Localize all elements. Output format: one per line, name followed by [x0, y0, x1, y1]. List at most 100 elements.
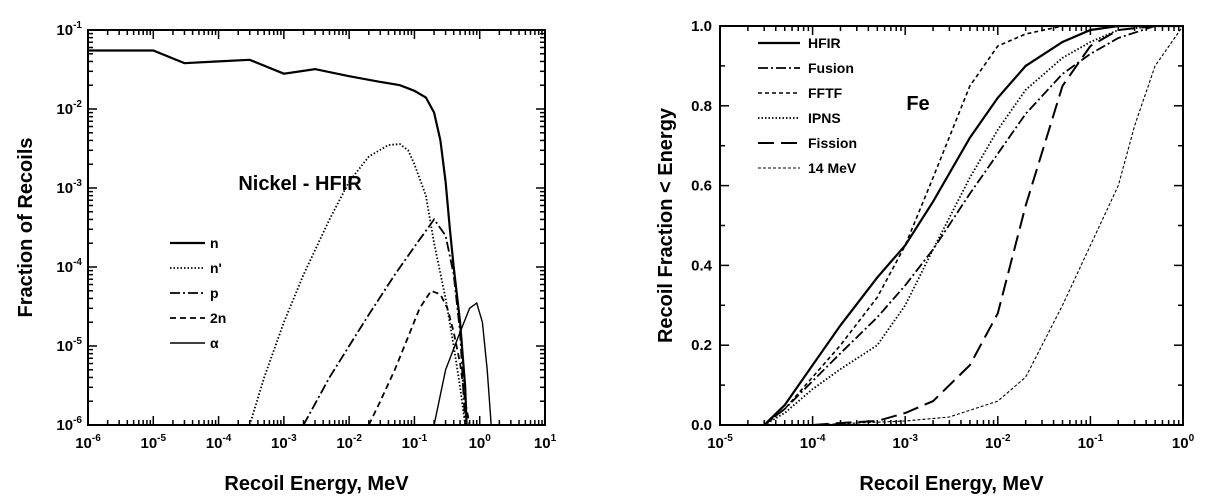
x-tick-label-base: 10: [892, 435, 909, 452]
y-tick-label-exp: -5: [73, 336, 82, 347]
x-tick-label: 10-5: [140, 433, 166, 452]
x-tick-label-base: 10: [1078, 435, 1095, 452]
series-line-2n: [367, 289, 471, 425]
y-tick-label: 10-2: [56, 99, 82, 118]
x-tick-label-exp: 0: [485, 433, 491, 444]
y-tick-label: 0.8: [691, 98, 712, 115]
x-tick-label: 10-3: [271, 433, 297, 452]
x-tick-label-exp: -1: [418, 433, 427, 444]
y-tick-label-base: 10: [56, 180, 73, 197]
y-tick-label: 0.0: [691, 417, 712, 434]
x-tick-label-exp: -4: [816, 433, 825, 444]
x-tick-label-exp: 0: [1189, 433, 1195, 444]
series-line-fftf: [763, 26, 1119, 425]
x-tick-label: 10-1: [402, 433, 428, 452]
x-tick-label-exp: -2: [1002, 433, 1011, 444]
x-tick-label-base: 10: [800, 435, 817, 452]
y-tick-label: 10-1: [56, 20, 82, 39]
x-tick-label-base: 10: [140, 435, 157, 452]
legend-label-fission: Fission: [808, 135, 857, 151]
plot-frame: [87, 29, 546, 426]
legend-label-2n: 2n: [210, 310, 226, 326]
y-tick-label-exp: -4: [73, 257, 82, 268]
x-tick-label-base: 10: [534, 435, 551, 452]
x-tick-label: 10-2: [985, 433, 1011, 452]
x-tick-label: 10-1: [1078, 433, 1104, 452]
y-tick-label-exp: -3: [73, 178, 82, 189]
x-tick-label-base: 10: [271, 435, 288, 452]
x-tick-label-base: 10: [206, 435, 223, 452]
legend-label-ipns: IPNS: [808, 110, 841, 126]
legend-label-p: p: [210, 285, 219, 301]
series-line-n: [88, 49, 468, 425]
y-tick-label-base: 10: [56, 338, 73, 355]
x-tick-label: 101: [534, 433, 557, 452]
legend-label-14-mev: 14 MeV: [808, 160, 857, 176]
series-line-fission: [812, 26, 1156, 425]
legend-label-fftf: FFTF: [808, 85, 843, 101]
x-tick-label-base: 10: [469, 435, 486, 452]
y-tick-label-base: 10: [56, 417, 73, 434]
y-tick-label: 1.0: [691, 18, 712, 35]
x-tick-label-base: 10: [985, 435, 1002, 452]
legend-label-alpha: α: [210, 335, 219, 351]
legend-label-n: n': [210, 260, 222, 276]
y-tick-label: 0.6: [691, 178, 712, 195]
y-tick-label: 10-3: [56, 178, 82, 197]
x-tick-label-exp: -1: [1094, 433, 1103, 444]
plot-frame: [719, 25, 1184, 426]
x-tick-label: 10-4: [206, 433, 232, 452]
x-tick-label: 100: [469, 433, 492, 452]
x-tick-label-exp: -5: [157, 433, 166, 444]
y-tick-label-exp: -2: [73, 99, 82, 110]
chart-panel-2: 10-5 10-4 10-3 10-2 10-1 1001.00.80.60.40.20.…: [655, 18, 1195, 495]
x-tick-label-exp: 1: [551, 433, 557, 444]
series-line-fusion: [763, 26, 1183, 425]
x-tick-label-base: 10: [707, 435, 724, 452]
legend-label-hfir: HFIR: [808, 35, 841, 51]
x-tick-label-exp: -6: [92, 433, 101, 444]
x-tick-label-exp: -4: [222, 433, 231, 444]
x-axis-title: Recoil Energy, MeV: [859, 473, 1044, 495]
x-axis-title: Recoil Energy, MeV: [224, 473, 409, 495]
x-tick-label-exp: -2: [353, 433, 362, 444]
y-tick-label: 0.4: [691, 257, 713, 274]
x-tick-label-exp: -5: [724, 433, 733, 444]
y-axis-title: Recoil Fraction < Energy: [655, 107, 677, 343]
chart-annotation: Fe: [906, 93, 929, 115]
chart-panel-1: 10-6 10-5 10-4 10-3 10-2 10-1 100 10110-110-210…: [15, 20, 557, 495]
legend-label-n: n: [210, 235, 219, 251]
x-tick-label-base: 10: [1172, 435, 1189, 452]
x-tick-label-base: 10: [402, 435, 419, 452]
x-tick-label-base: 10: [75, 435, 92, 452]
y-tick-label: 10-5: [56, 336, 82, 355]
x-tick-label: 10-3: [892, 433, 918, 452]
series-line-alpha: [433, 301, 492, 425]
x-tick-label-exp: -3: [909, 433, 918, 444]
chart-annotation: Nickel - HFIR: [238, 173, 362, 195]
series-line-p: [302, 217, 467, 425]
y-tick-label: 10-4: [56, 257, 82, 276]
x-tick-label-exp: -3: [288, 433, 297, 444]
series-line-hfir: [763, 26, 1183, 425]
x-tick-label: 10-4: [800, 433, 826, 452]
y-tick-label: 0.2: [691, 337, 712, 354]
y-tick-label-base: 10: [56, 22, 73, 39]
y-tick-label-exp: -6: [73, 415, 82, 426]
y-tick-label-exp: -1: [73, 20, 82, 31]
series-line-n: [248, 143, 467, 425]
y-tick-label: 10-6: [56, 415, 82, 434]
x-tick-label-base: 10: [336, 435, 353, 452]
series-line-ipns: [763, 26, 1183, 425]
y-tick-label-base: 10: [56, 259, 73, 276]
y-axis-title: Fraction of Recoils: [15, 137, 37, 317]
x-tick-label: 100: [1172, 433, 1195, 452]
x-tick-label: 10-5: [707, 433, 733, 452]
series-line-14-mev: [812, 26, 1183, 425]
legend-label-fusion: Fusion: [808, 60, 854, 76]
y-tick-label-base: 10: [56, 101, 73, 118]
x-tick-label: 10-2: [336, 433, 362, 452]
x-tick-label: 10-6: [75, 433, 101, 452]
